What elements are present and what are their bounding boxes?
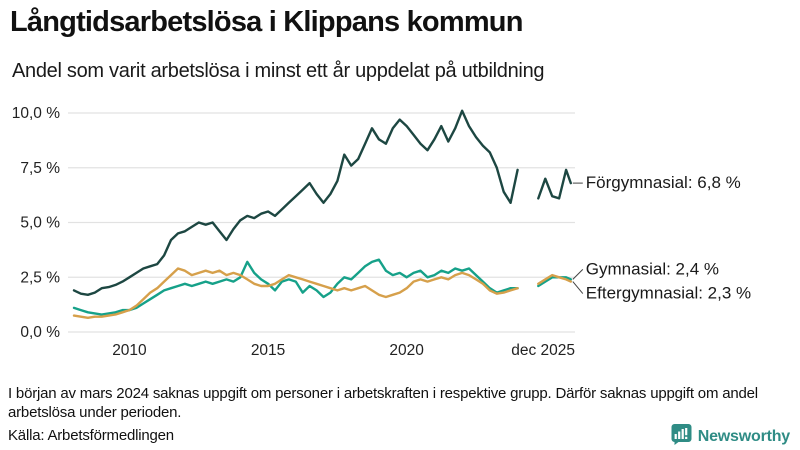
source-attribution: Källa: Arbetsförmedlingen	[8, 427, 174, 444]
x-tick-label: 2020	[389, 342, 424, 359]
x-tick-label: 2010	[112, 342, 147, 359]
series-line-eftergymnasial	[72, 267, 572, 319]
line-chart-svg: 0,0 % 2,5 % 5,0 % 7,5 % 10,0 % 2010 2015 2020 de…	[12, 105, 751, 359]
y-tick-label: 2,5 %	[20, 269, 60, 286]
footnote: I början av mars 2024 saknas uppgift om …	[8, 385, 758, 422]
y-tick-label: 5,0 %	[20, 215, 60, 232]
y-tick-label: 10,0 %	[12, 105, 60, 122]
y-tick-label: 7,5 %	[20, 160, 60, 177]
series-end-label: Gymnasial: 2,4 %	[586, 259, 719, 278]
x-tick-label: dec 2025	[511, 342, 575, 359]
line-chart: 0,0 % 2,5 % 5,0 % 7,5 % 10,0 % 2010 2015 2020 de…	[0, 95, 800, 377]
series-end-label: Förgymnasial: 6,8 %	[586, 173, 741, 192]
series-line-förgymnasial	[72, 109, 572, 296]
x-tick-label: 2015	[251, 342, 285, 359]
newsworthy-brand: Newsworthy	[670, 423, 790, 450]
y-tick-label: 0,0 %	[20, 324, 60, 341]
newsworthy-wordmark: Newsworthy	[697, 427, 790, 445]
newsworthy-logo-icon	[670, 423, 692, 450]
chart-subtitle: Andel som varit arbetslösa i minst ett å…	[12, 60, 545, 82]
series-end-label: Eftergymnasial: 2,3 %	[586, 284, 751, 303]
page-title: Långtidsarbetslösa i Klippans kommun	[10, 6, 523, 38]
